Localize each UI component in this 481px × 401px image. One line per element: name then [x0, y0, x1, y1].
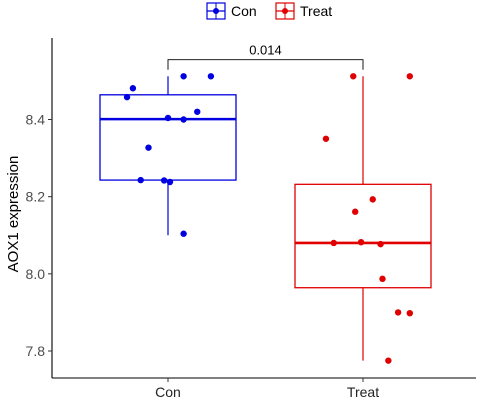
plot-area: 0.014	[99, 43, 432, 364]
data-point	[145, 144, 152, 151]
data-point	[129, 85, 137, 92]
data-point	[350, 73, 357, 80]
data-point	[180, 230, 187, 237]
legend: Con Treat	[206, 2, 332, 20]
data-point	[377, 240, 384, 248]
data-point	[357, 238, 365, 246]
bracket-line	[167, 59, 364, 70]
data-point	[322, 135, 330, 142]
legend-entry-con: Con	[206, 2, 257, 20]
x-tick-label: Con	[155, 384, 181, 400]
legend-entry-treat: Treat	[275, 2, 332, 20]
legend-key-point	[213, 8, 219, 14]
legend-label: Con	[231, 3, 257, 19]
data-point	[352, 208, 359, 215]
y-axis-title: AOX1 expression	[5, 156, 22, 273]
axes: 7.8 8.0 8.2 8.4 Con Treat	[26, 38, 476, 400]
y-tick-label: 7.8	[26, 343, 46, 359]
data-point	[406, 309, 413, 317]
legend-key-point	[282, 8, 288, 14]
data-point	[207, 73, 215, 80]
data-point	[164, 114, 172, 122]
legend-label: Treat	[300, 3, 332, 19]
data-point	[394, 309, 402, 316]
box	[99, 94, 237, 181]
data-point	[385, 357, 392, 364]
data-point	[180, 116, 187, 123]
data-point	[369, 196, 376, 203]
x-tick-label: Treat	[347, 384, 379, 400]
data-point	[166, 178, 174, 186]
data-point	[379, 275, 386, 283]
data-point	[194, 108, 201, 115]
data-point	[160, 177, 168, 184]
data-point	[137, 176, 144, 184]
y-tick-label: 8.4	[26, 112, 46, 128]
data-point	[180, 73, 187, 80]
data-point	[406, 73, 413, 80]
p-value-label: 0.014	[249, 43, 282, 58]
y-tick-label: 8.2	[26, 189, 46, 205]
box	[294, 183, 432, 289]
box-group-treat	[294, 73, 432, 364]
data-point	[123, 93, 131, 101]
box-group-con	[99, 73, 237, 237]
comparison-bracket: 0.014	[167, 43, 364, 70]
y-tick-label: 8.0	[26, 266, 46, 282]
data-point	[330, 239, 337, 247]
